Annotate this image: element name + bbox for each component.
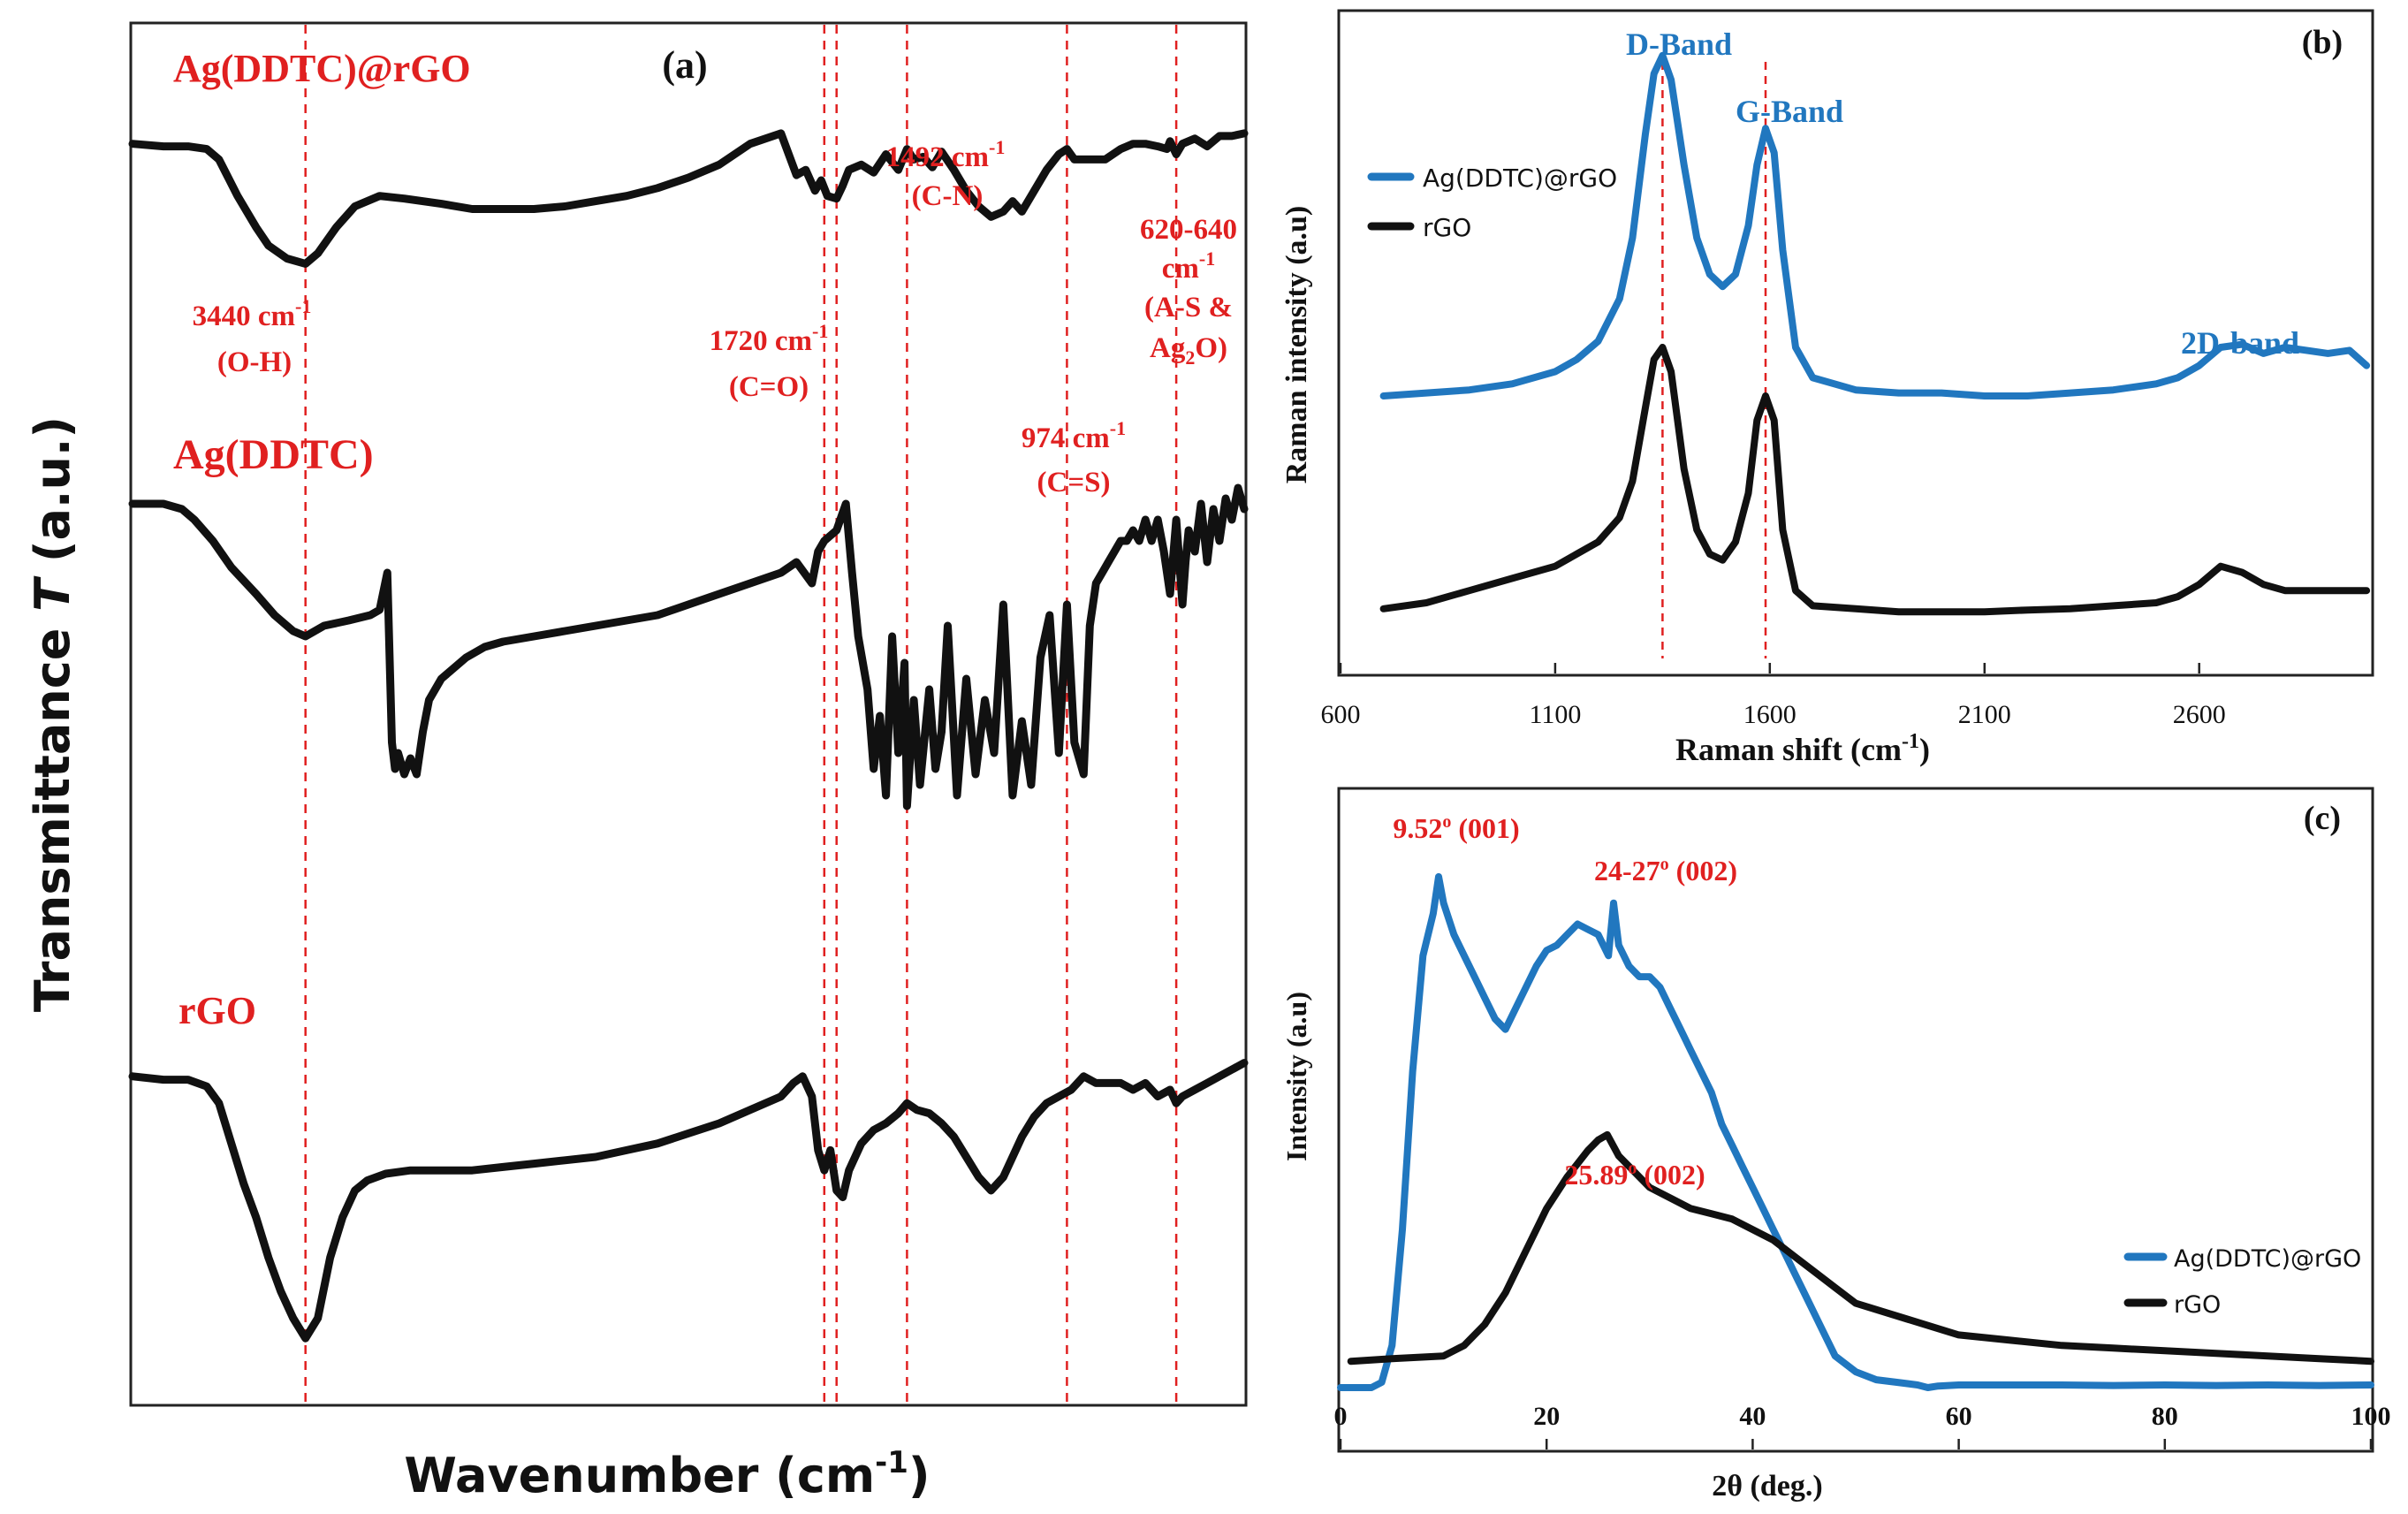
annotation-620-640-unit: cm-1: [1162, 247, 1215, 285]
legend-label-c-ag-ddtc-rgo: Ag(DDTC)@rGO: [2174, 1245, 2361, 1273]
tick-label-b-2600: 2600: [2173, 700, 2226, 729]
panel-a-xlabel: Wavenumber (cm-1): [404, 1445, 930, 1503]
series-label-ag-ddtc: Ag(DDTC): [173, 431, 374, 478]
annotation-3440: 3440 cm-1: [193, 295, 312, 332]
annotation-24-27: 24-27o (002): [1594, 855, 1737, 886]
series-line-b-ag-ddtc-rgo: [1379, 51, 2371, 399]
panel-c-xlabel: 2θ (deg.): [1712, 1470, 1822, 1503]
tick-label-c-20: 20: [1533, 1402, 1560, 1431]
panel-c-label: (c): [2304, 800, 2341, 837]
tick-label-b-1600: 1600: [1743, 700, 1797, 729]
annotation-d-band: D-Band: [1626, 27, 1732, 62]
panel-a: (a) Ag(DDTC)@rGO Ag(DDTC) rGO 1492 cm-1 …: [25, 21, 1249, 1503]
panel-a-frame: [129, 21, 1248, 1407]
tick-label-c-60: 60: [1946, 1402, 1972, 1431]
series-line-a-ag-ddtc: [128, 483, 1249, 810]
series-line-b-rgo: [1379, 344, 2371, 616]
legend-label-ag-ddtc-rgo: Ag(DDTC)@rGO: [1423, 164, 1617, 193]
series-label-rgo: rGO: [179, 989, 256, 1032]
series-line-a-ag-ddtc-rgo: [128, 129, 1249, 268]
annotation-1492: 1492 cm-1: [886, 136, 1006, 173]
panel-c-legend: Ag(DDTC)@rGO rGO: [2123, 1245, 2361, 1319]
tick-label-b-1100: 1100: [1529, 700, 1581, 729]
panel-b: 600 1100 1600 2100 2600 (b) D-Band G-Band 2D…: [1280, 9, 2374, 767]
panel-b-ylabel: Raman intensity (a.u): [1280, 206, 1313, 484]
annotation-3440-assign: (O-H): [217, 346, 292, 378]
annotation-974: 974 cm-1: [1022, 417, 1126, 454]
panel-c: 0 20 40 60 80 100 (c) 9.52o (001) 24-27o (002…: [1280, 787, 2391, 1503]
annotation-2d-band: 2D-band: [2181, 325, 2299, 361]
legend-label-rgo: rGO: [1423, 213, 1471, 242]
panel-b-frame: [1337, 9, 2374, 677]
panel-b-label: (b): [2302, 24, 2343, 61]
annotation-g-band: G-Band: [1736, 94, 1843, 129]
panel-a-ylabel: Transmittance T (a.u.): [25, 416, 80, 1012]
panel-c-ylabel: Intensity (a.u): [1280, 992, 1312, 1161]
annotation-620-640-assign2: Ag2O): [1150, 332, 1227, 369]
tick-label-b-600: 600: [1321, 700, 1361, 729]
panel-a-label: (a): [662, 43, 707, 87]
panel-c-frame: [1337, 787, 2374, 1453]
panel-b-legend: Ag(DDTC)@rGO rGO: [1367, 164, 1617, 242]
annotation-9-52: 9.52o (001): [1393, 812, 1519, 844]
series-label-ag-ddtc-rgo: Ag(DDTC)@rGO: [173, 47, 471, 90]
tick-label-c-80: 80: [2152, 1402, 2178, 1431]
annotation-1492-assign: (C-N): [912, 180, 984, 212]
tick-label-c-100: 100: [2351, 1402, 2391, 1431]
panel-b-xlabel: Raman shift (cm-1): [1675, 730, 1930, 767]
tick-label-c-0: 0: [1334, 1402, 1348, 1431]
series-line-a-rgo: [128, 1059, 1249, 1343]
series-line-c-ag-ddtc-rgo: [1337, 872, 2374, 1391]
annotation-974-assign: (C=S): [1037, 467, 1111, 498]
annotation-1720-assign: (C=O): [729, 371, 809, 403]
annotation-1720: 1720 cm-1: [710, 320, 829, 357]
annotation-25-89: 25.89o (002): [1564, 1159, 1705, 1191]
annotation-620-640: 620-640: [1140, 214, 1237, 246]
tick-label-b-2100: 2100: [1958, 700, 2011, 729]
tick-label-c-40: 40: [1739, 1402, 1766, 1431]
annotation-620-640-assign1: (A-S &: [1144, 292, 1233, 323]
series-line-c-rgo: [1347, 1130, 2374, 1366]
legend-label-c-rgo: rGO: [2174, 1291, 2221, 1319]
